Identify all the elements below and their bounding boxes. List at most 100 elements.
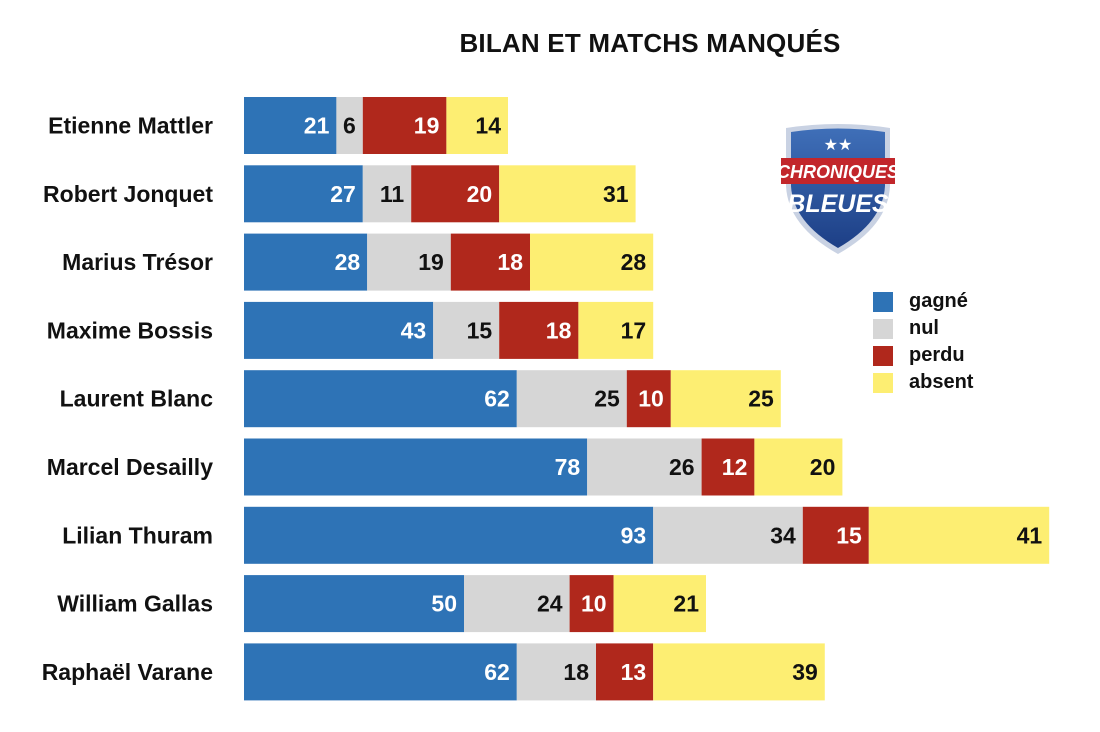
- legend-label: perdu: [909, 344, 965, 366]
- bar-perdu-marcel-desailly: [701, 438, 755, 496]
- svg-text:★★: ★★: [824, 135, 853, 154]
- bar-nul-lilian-thuram: [653, 506, 803, 564]
- category-label-marius-tresor: Marius Trésor: [62, 249, 213, 275]
- bar-nul-raphael-varane: [516, 643, 596, 701]
- value-label-perdu-maxime-bossis: 18: [546, 317, 572, 343]
- bar-perdu-lilian-thuram: [802, 506, 869, 564]
- bar-absent-lilian-thuram: [868, 506, 1050, 564]
- value-label-gagne-maxime-bossis: 43: [401, 317, 427, 343]
- bar-perdu-maxime-bossis: [499, 301, 579, 359]
- category-label-marcel-desailly: Marcel Desailly: [47, 454, 213, 480]
- value-label-absent-lilian-thuram: 41: [1017, 522, 1043, 548]
- chart-title: BILAN ET MATCHS MANQUÉS: [459, 28, 841, 58]
- bar-nul-laurent-blanc: [516, 370, 627, 428]
- value-label-nul-marius-tresor: 19: [418, 249, 444, 275]
- legend-swatch: [873, 318, 893, 339]
- value-label-perdu-raphael-varane: 13: [621, 659, 647, 685]
- value-label-perdu-william-gallas: 10: [581, 591, 607, 617]
- bar-absent-william-gallas: [613, 575, 706, 633]
- value-label-gagne-robert-jonquet: 27: [330, 181, 356, 207]
- value-label-absent-maxime-bossis: 17: [621, 317, 647, 343]
- svg-text:CHRONIQUES: CHRONIQUES: [780, 162, 896, 182]
- svg-text:BLEUES: BLEUES: [787, 190, 889, 218]
- value-label-absent-robert-jonquet: 31: [603, 181, 629, 207]
- value-label-nul-raphael-varane: 18: [563, 659, 589, 685]
- value-label-perdu-marius-tresor: 18: [497, 249, 523, 275]
- bar-perdu-laurent-blanc: [626, 370, 671, 428]
- category-label-raphael-varane: Raphaël Varane: [42, 659, 213, 685]
- value-label-gagne-marcel-desailly: 78: [555, 454, 581, 480]
- bar-gagne-raphael-varane: [244, 643, 517, 701]
- value-label-nul-laurent-blanc: 25: [594, 386, 620, 412]
- value-label-perdu-robert-jonquet: 20: [467, 181, 493, 207]
- value-label-gagne-william-gallas: 50: [431, 591, 457, 617]
- bar-nul-robert-jonquet: [362, 165, 412, 223]
- chroniques-bleues-logo: ★★ CHRONIQUES BLEUES: [777, 122, 899, 263]
- value-label-nul-robert-jonquet: 11: [380, 181, 405, 207]
- bar-perdu-raphael-varane: [596, 643, 654, 701]
- value-label-gagne-marius-tresor: 28: [335, 249, 361, 275]
- value-label-gagne-lilian-thuram: 93: [621, 522, 647, 548]
- bar-gagne-marius-tresor: [244, 233, 368, 291]
- bar-perdu-etienne-mattler: [362, 97, 447, 154]
- legend-item-gagne: gagné: [873, 288, 973, 315]
- bar-gagne-maxime-bossis: [244, 301, 434, 359]
- bar-absent-marcel-desailly: [754, 438, 843, 496]
- legend-swatch: [873, 372, 893, 393]
- legend-item-perdu: perdu: [873, 342, 973, 369]
- bar-nul-maxime-bossis: [433, 301, 500, 359]
- bar-gagne-william-gallas: [244, 575, 464, 633]
- bar-absent-robert-jonquet: [499, 165, 636, 223]
- category-label-william-gallas: William Gallas: [57, 591, 213, 617]
- value-label-absent-etienne-mattler: 14: [475, 113, 501, 139]
- value-label-nul-lilian-thuram: 34: [770, 522, 796, 548]
- legend-swatch: [873, 291, 893, 312]
- value-label-absent-marius-tresor: 28: [621, 249, 647, 275]
- bar-absent-etienne-mattler: [446, 97, 508, 154]
- bar-gagne-laurent-blanc: [244, 370, 517, 428]
- bar-gagne-robert-jonquet: [244, 165, 363, 223]
- value-label-nul-maxime-bossis: 15: [467, 317, 493, 343]
- value-label-nul-william-gallas: 24: [537, 591, 563, 617]
- bar-gagne-marcel-desailly: [244, 438, 588, 496]
- value-label-gagne-raphael-varane: 62: [484, 659, 510, 685]
- legend-label: nul: [909, 317, 939, 339]
- bar-absent-laurent-blanc: [670, 370, 781, 428]
- value-label-gagne-etienne-mattler: 21: [304, 113, 330, 139]
- legend-item-nul: nul: [873, 315, 973, 342]
- legend-label: absent: [909, 371, 974, 393]
- value-label-absent-marcel-desailly: 20: [810, 454, 836, 480]
- category-label-lilian-thuram: Lilian Thuram: [62, 522, 213, 548]
- bar-absent-maxime-bossis: [578, 301, 654, 359]
- category-label-etienne-mattler: Etienne Mattler: [48, 113, 213, 139]
- category-label-maxime-bossis: Maxime Bossis: [47, 317, 213, 343]
- bar-absent-raphael-varane: [653, 643, 825, 701]
- value-label-gagne-laurent-blanc: 62: [484, 386, 510, 412]
- bar-nul-marius-tresor: [367, 233, 451, 291]
- category-label-robert-jonquet: Robert Jonquet: [43, 181, 213, 207]
- legend-label: gagné: [909, 290, 968, 312]
- bar-nul-etienne-mattler: [336, 97, 363, 154]
- value-label-absent-william-gallas: 21: [673, 591, 699, 617]
- bar-perdu-robert-jonquet: [411, 165, 500, 223]
- value-label-nul-marcel-desailly: 26: [669, 454, 695, 480]
- chart-legend: gagné nul perdu absent: [873, 288, 973, 396]
- value-label-nul-etienne-mattler: 6: [343, 113, 356, 139]
- category-label-laurent-blanc: Laurent Blanc: [60, 386, 214, 412]
- value-label-perdu-marcel-desailly: 12: [722, 454, 748, 480]
- legend-swatch: [873, 345, 893, 366]
- value-label-perdu-etienne-mattler: 19: [414, 113, 440, 139]
- value-label-absent-laurent-blanc: 25: [748, 386, 774, 412]
- bar-absent-marius-tresor: [530, 233, 654, 291]
- bar-perdu-marius-tresor: [450, 233, 530, 291]
- legend-item-absent: absent: [873, 369, 973, 396]
- bar-gagne-lilian-thuram: [244, 506, 654, 564]
- value-label-absent-raphael-varane: 39: [792, 659, 818, 685]
- bar-nul-marcel-desailly: [587, 438, 702, 496]
- bar-perdu-william-gallas: [569, 575, 614, 633]
- bar-nul-william-gallas: [464, 575, 570, 633]
- value-label-perdu-lilian-thuram: 15: [836, 522, 862, 548]
- value-label-perdu-laurent-blanc: 10: [638, 386, 664, 412]
- bar-gagne-etienne-mattler: [244, 97, 337, 154]
